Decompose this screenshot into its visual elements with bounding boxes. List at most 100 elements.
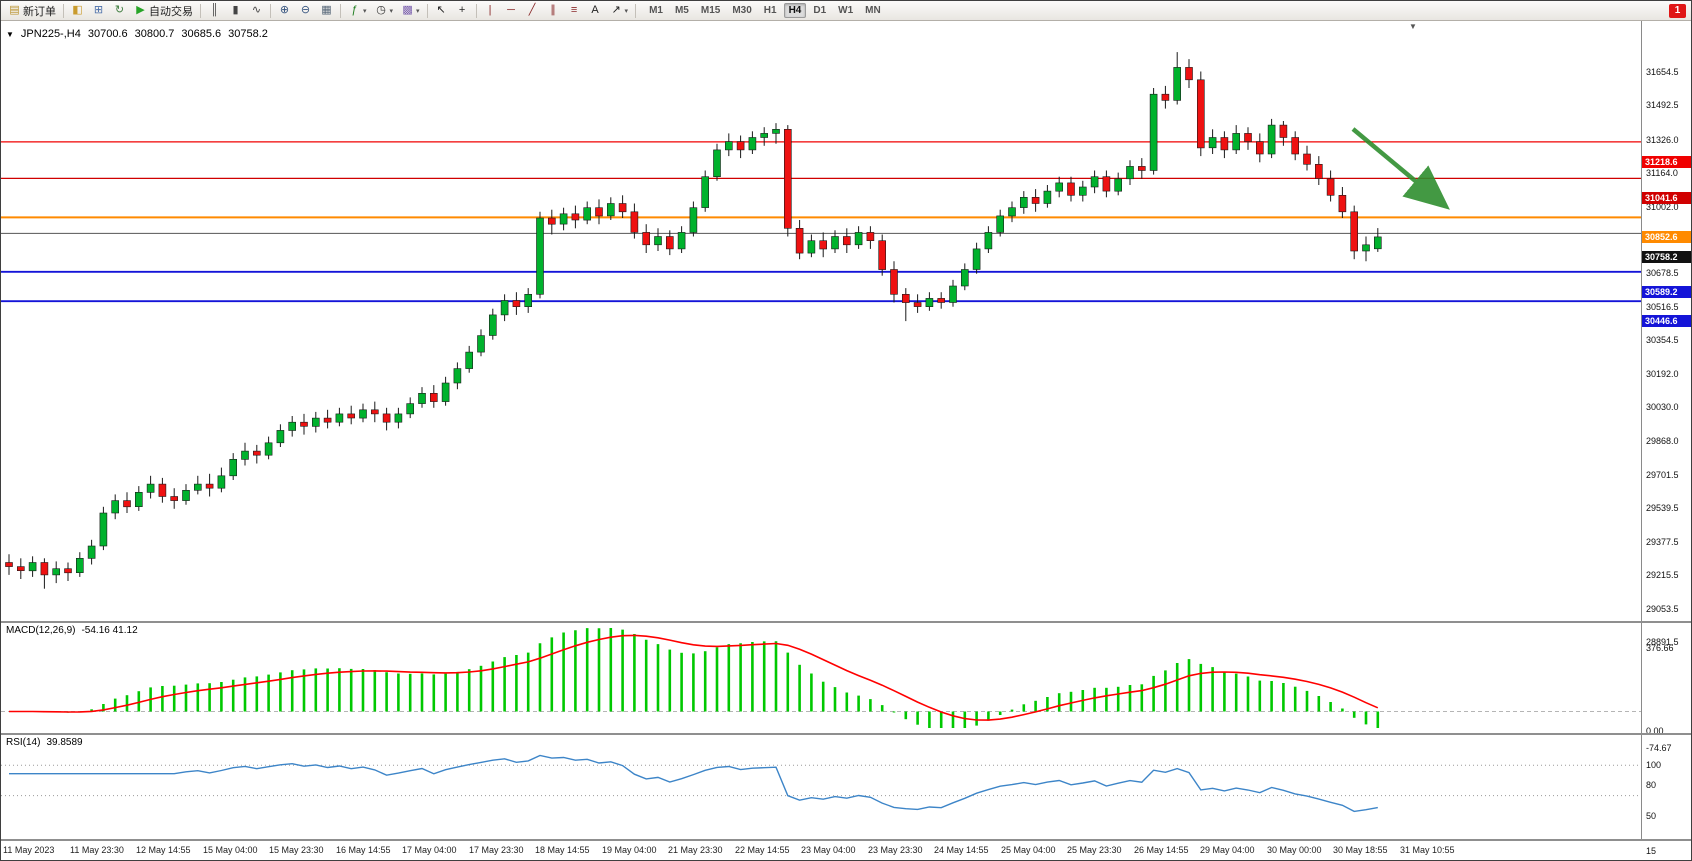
candle-series	[5, 52, 1382, 589]
macd-series	[1, 628, 1641, 728]
toolbar-separator	[63, 3, 64, 18]
drawn-arrow[interactable]	[1351, 127, 1450, 210]
indicators-list-icon: ƒ	[351, 4, 358, 16]
time-label: 17 May 23:30	[469, 845, 524, 855]
vertical-line-tool-button[interactable]: |	[480, 2, 501, 19]
periods-icon: ◷	[376, 4, 386, 16]
time-label: 26 May 14:55	[1134, 845, 1189, 855]
timeframe-h1-button[interactable]: H1	[763, 5, 777, 16]
rsi-label: RSI(14) 39.8589	[6, 737, 83, 748]
horizontal-line-tool-icon: ─	[507, 4, 515, 16]
bar-chart-mode-button[interactable]: ║	[204, 2, 225, 19]
time-label: 21 May 23:30	[668, 845, 723, 855]
panel-splitter[interactable]	[1, 733, 1691, 735]
chevron-down-icon: ▾	[363, 7, 367, 15]
rsi-canvas	[1, 754, 1641, 813]
candlestick-mode-button[interactable]: ▮	[225, 2, 246, 19]
timeframe-m15-button[interactable]: M15	[700, 5, 721, 16]
toolbar-buttons: ▤ 新订单 ◧ ⊞ ↻ ▶ 自动交易 ║ ▮ ∿ ⊕ ⊖ ▦ ƒ ▾ ◷ ▾ ▩ ▾ ↖ + | ─ ╱ ∥ ≡ A ↗ ▾	[4, 1, 632, 20]
time-label: 25 May 04:00	[1001, 845, 1056, 855]
macd-values: -54.16 41.12	[81, 625, 138, 636]
time-label: 15 May 04:00	[203, 845, 258, 855]
zoom-in-button[interactable]: ⊕	[274, 2, 295, 19]
fibonacci-tool-button[interactable]: ≡	[564, 2, 585, 19]
timeframe-h4-button[interactable]: H4	[783, 3, 807, 18]
current-price-tag: 30758.2	[1642, 251, 1691, 263]
macd-scale-label: 376.66	[1646, 643, 1674, 653]
new-chart-button[interactable]: ⊞	[88, 2, 109, 19]
price-tick: 29539.5	[1646, 503, 1679, 513]
new-chart-icon: ⊞	[93, 4, 104, 16]
price-tick: 30516.5	[1646, 302, 1679, 312]
timeframe-d1-button[interactable]: D1	[813, 5, 827, 16]
price-tick: 30030.0	[1646, 402, 1679, 412]
price-tick: 31492.5	[1646, 100, 1679, 110]
price-scale[interactable]: 31654.531492.531326.031164.031002.030840…	[1641, 21, 1691, 856]
panel-splitter[interactable]	[1, 839, 1691, 841]
timeframe-w1-button[interactable]: W1	[838, 5, 854, 16]
cursor-button[interactable]: ↖	[431, 2, 452, 19]
notification-badge[interactable]: 1	[1669, 3, 1686, 18]
new-order-icon: ▤	[9, 4, 20, 16]
line-chart-mode-button[interactable]: ∿	[246, 2, 267, 19]
macd-panel[interactable]: MACD(12,26,9) -54.16 41.12	[1, 623, 1641, 733]
periods-button[interactable]: ◷ ▾	[371, 2, 398, 19]
market-watch-button[interactable]: ◧	[67, 2, 88, 19]
price-tick: 31002.0	[1646, 202, 1679, 212]
rsi-scale-label: 100	[1646, 760, 1662, 770]
time-label: 18 May 14:55	[535, 845, 590, 855]
templates-button[interactable]: ▩ ▾	[397, 2, 424, 19]
zoom-out-button[interactable]: ⊖	[295, 2, 316, 19]
macd-name: MACD(12,26,9)	[6, 625, 76, 636]
zoom-in-icon: ⊕	[279, 4, 290, 16]
text-tool-icon: A	[591, 4, 599, 16]
bar-high: 30800.7	[134, 28, 175, 40]
time-label: 12 May 14:55	[136, 845, 191, 855]
chart-shift-marker[interactable]: ▼	[1409, 22, 1417, 31]
timeframe-group: M1 M5 M15 M30 H1 H4 D1 W1 MN	[643, 3, 887, 18]
panel-splitter[interactable]	[1, 621, 1691, 623]
symbol-name: JPN225-,H4	[20, 28, 81, 40]
auto-trading-button[interactable]: ▶ 自动交易	[130, 2, 197, 19]
vertical-line-tool-icon: |	[488, 4, 492, 16]
arrows-tool-button[interactable]: ↗ ▾	[606, 2, 633, 19]
timeframe-m5-button[interactable]: M5	[674, 5, 689, 16]
macd-canvas	[1, 628, 1641, 728]
price-chart-canvas[interactable]	[1, 21, 1641, 621]
level-price-tag: 31218.6	[1642, 156, 1691, 168]
tile-windows-button[interactable]: ▦	[316, 2, 337, 19]
timeframe-m30-button[interactable]: M30	[732, 5, 752, 16]
price-tick: 29053.5	[1646, 604, 1679, 614]
market-watch-icon: ◧	[72, 4, 83, 16]
new-order-button[interactable]: ▤ 新订单	[4, 2, 60, 19]
price-tick: 31654.5	[1646, 67, 1679, 77]
time-axis[interactable]: 11 May 2023 11 May 23:30 12 May 14:55 15 Ma…	[1, 841, 1691, 860]
trendline-tool-icon: ╱	[528, 4, 536, 16]
rsi-value: 39.8589	[46, 737, 83, 748]
indicators-list-button[interactable]: ƒ ▾	[344, 2, 371, 19]
time-label: 30 May 18:55	[1333, 845, 1388, 855]
rsi-panel[interactable]: RSI(14) 39.8589	[1, 735, 1641, 839]
refresh-button[interactable]: ↻	[109, 2, 130, 19]
timeframe-m1-button[interactable]: M1	[649, 5, 663, 16]
timeframe-mn-button[interactable]: MN	[865, 5, 881, 16]
price-tick: 29215.5	[1646, 570, 1679, 580]
line-chart-mode-icon: ∿	[251, 4, 262, 16]
level-price-tag: 30589.2	[1642, 286, 1691, 298]
toolbar-separator	[635, 3, 637, 18]
channel-tool-button[interactable]: ∥	[543, 2, 564, 19]
time-label: 24 May 14:55	[934, 845, 989, 855]
new-order-label: 新订单	[23, 5, 56, 18]
trendline-tool-button[interactable]: ╱	[522, 2, 543, 19]
bar-close: 30758.2	[228, 28, 268, 40]
time-label: 29 May 04:00	[1200, 845, 1255, 855]
time-label: 22 May 14:55	[735, 845, 790, 855]
text-tool-button[interactable]: A	[585, 2, 606, 19]
price-tick: 28891.5	[1646, 637, 1679, 647]
price-chart-panel[interactable]: ▼ JPN225-,H4 30700.6 30800.7 30685.6 307…	[1, 21, 1641, 621]
crosshair-button[interactable]: +	[452, 2, 473, 19]
symbol-dropdown-icon[interactable]: ▼	[6, 29, 14, 39]
cursor-icon: ↖	[436, 4, 446, 16]
horizontal-line-tool-button[interactable]: ─	[501, 2, 522, 19]
